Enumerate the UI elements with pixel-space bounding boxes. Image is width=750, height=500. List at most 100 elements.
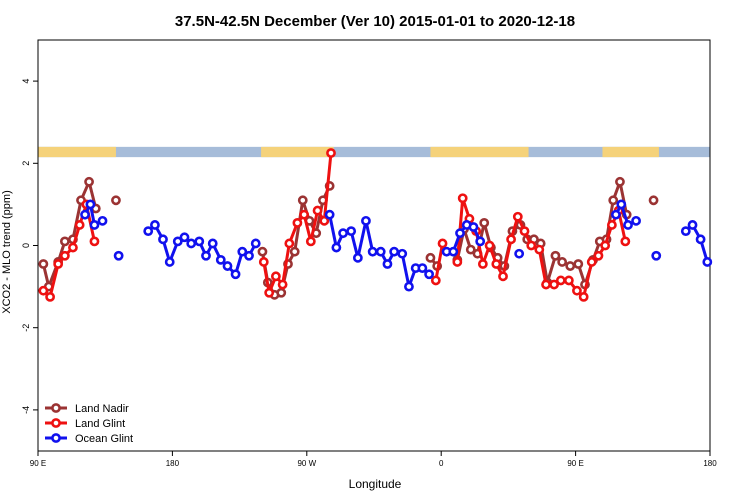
point-land-glint-31 — [519, 226, 530, 237]
point-ocean-glint-17 — [230, 269, 241, 280]
point-ocean-glint-26 — [361, 215, 371, 226]
point-land-glint-17 — [319, 215, 330, 226]
point-ocean-glint-18 — [237, 246, 248, 257]
point-ocean-glint-8 — [164, 257, 175, 267]
point-ocean-glint-42 — [514, 248, 525, 259]
point-land-glint-29 — [506, 234, 516, 245]
point-ocean-glint-12 — [194, 236, 205, 247]
x-tick-label-3: 0 — [439, 459, 444, 468]
point-land-glint-37 — [563, 275, 574, 286]
point-ocean-glint-15 — [215, 254, 226, 265]
point-ocean-glint-23 — [338, 228, 348, 239]
point-ocean-glint-5 — [143, 226, 154, 237]
point-land-nadir-37 — [557, 257, 568, 267]
point-land-nadir-14 — [289, 246, 300, 257]
point-land-glint-16 — [312, 205, 323, 216]
y-tick-label-4: 4 — [21, 79, 31, 84]
x-tick-label-4: 90 E — [567, 459, 583, 468]
series-layer — [38, 148, 713, 302]
point-land-nadir-15 — [297, 195, 308, 206]
point-land-glint-0 — [38, 285, 49, 296]
point-land-glint-20 — [437, 238, 448, 249]
y-tick-label-0: -4 — [21, 406, 31, 414]
point-ocean-glint-35 — [424, 269, 435, 280]
point-land-glint-32 — [526, 240, 537, 251]
series-line-land-nadir-0 — [41, 180, 98, 289]
point-land-glint-38 — [572, 285, 582, 296]
point-ocean-glint-27 — [367, 246, 378, 257]
point-land-glint-21 — [452, 257, 463, 267]
x-axis-ticks: 90 E 180 90 W 0 90 E 180 — [30, 451, 717, 468]
y-tick-label-2: 0 — [21, 243, 31, 248]
legend: Land Nadir Land Glint Ocean Glint — [45, 403, 133, 445]
x-tick-label-1: 180 — [166, 459, 180, 468]
point-ocean-glint-29 — [382, 259, 393, 269]
point-land-glint-28 — [498, 271, 508, 282]
point-ocean-glint-0 — [80, 209, 90, 220]
point-land-nadir-0 — [38, 259, 49, 269]
point-land-nadir-24 — [465, 244, 476, 255]
point-land-glint-25 — [477, 259, 488, 269]
point-land-glint-33 — [534, 244, 545, 255]
point-land-nadir-9 — [257, 246, 268, 257]
point-ocean-glint-37 — [448, 246, 459, 257]
point-land-nadir-36 — [550, 250, 561, 261]
point-ocean-glint-24 — [346, 226, 357, 237]
point-ocean-glint-40 — [468, 222, 479, 232]
point-ocean-glint-19 — [244, 250, 254, 261]
point-ocean-glint-11 — [186, 238, 197, 249]
point-land-nadir-8 — [111, 195, 121, 206]
point-land-glint-5 — [74, 220, 85, 230]
point-ocean-glint-16 — [222, 261, 233, 271]
point-ocean-glint-46 — [631, 215, 641, 226]
point-land-glint-11 — [277, 279, 288, 290]
land-ocean-strip — [38, 146, 710, 158]
legend-label-land-glint: Land Glint — [75, 418, 125, 430]
point-land-nadir-26 — [479, 217, 490, 228]
point-land-glint-9 — [264, 287, 275, 298]
point-ocean-glint-41 — [475, 236, 486, 247]
point-ocean-glint-47 — [651, 250, 662, 261]
point-land-nadir-3 — [59, 236, 70, 247]
y-tick-label-1: -2 — [21, 324, 31, 332]
point-land-nadir-44 — [608, 195, 619, 206]
point-ocean-glint-50 — [695, 234, 706, 245]
point-ocean-glint-49 — [687, 220, 698, 230]
point-ocean-glint-34 — [417, 263, 428, 274]
point-land-glint-14 — [299, 209, 310, 220]
y-axis-label: XCO2 - MLO trend (ppm) — [1, 190, 13, 313]
land-segment-1 — [261, 146, 334, 158]
legend-swatch-marker-land-nadir — [51, 403, 61, 413]
point-ocean-glint-10 — [179, 232, 190, 243]
point-ocean-glint-7 — [158, 234, 168, 245]
point-land-glint-3 — [59, 250, 70, 261]
legend-swatch-marker-ocean-glint — [51, 433, 61, 443]
point-ocean-glint-43 — [611, 209, 621, 220]
legend-item-land-nadir: Land Nadir — [45, 403, 129, 415]
point-land-nadir-20 — [425, 252, 436, 263]
point-land-glint-13 — [292, 217, 303, 228]
point-ocean-glint-25 — [352, 252, 363, 263]
point-ocean-glint-14 — [207, 238, 218, 249]
point-ocean-glint-13 — [201, 250, 211, 261]
x-axis-label: Longitude — [349, 477, 402, 491]
point-land-glint-12 — [284, 238, 295, 249]
point-ocean-glint-3 — [97, 215, 108, 226]
point-land-nadir-47 — [648, 195, 659, 206]
point-land-glint-42 — [600, 240, 611, 251]
point-ocean-glint-1 — [85, 199, 96, 210]
point-ocean-glint-28 — [375, 246, 386, 257]
point-land-glint-4 — [68, 242, 78, 253]
point-ocean-glint-30 — [389, 246, 400, 257]
point-ocean-glint-6 — [150, 220, 160, 230]
legend-label-ocean-glint: Ocean Glint — [75, 433, 133, 445]
legend-item-land-glint: Land Glint — [45, 418, 125, 430]
point-ocean-glint-32 — [404, 281, 414, 292]
land-segment-3 — [602, 146, 659, 158]
point-land-nadir-12 — [276, 287, 287, 298]
x-tick-label-5: 180 — [703, 459, 717, 468]
point-land-glint-36 — [555, 275, 566, 286]
point-ocean-glint-45 — [623, 220, 633, 230]
ocean-band — [38, 146, 710, 158]
